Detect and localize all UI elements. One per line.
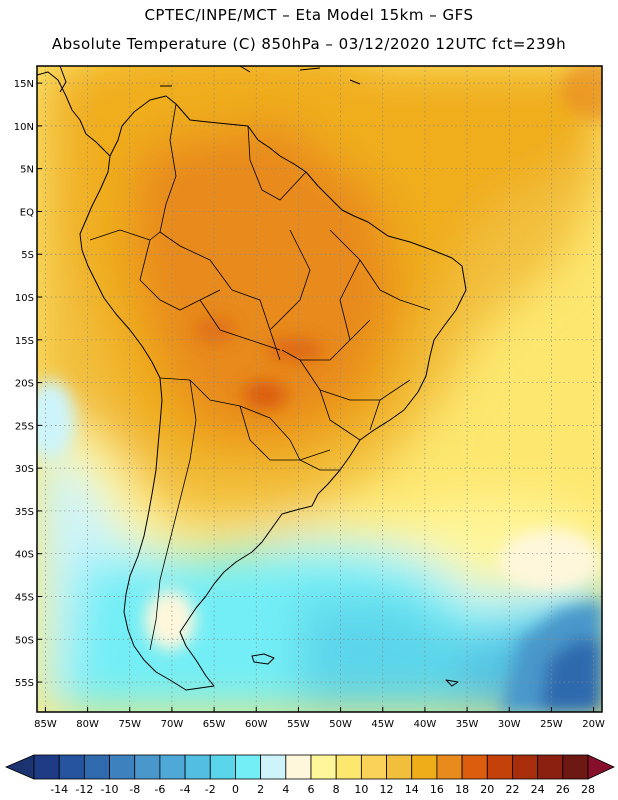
colorbar-label: 12 <box>380 783 394 796</box>
colorbar-cap-high <box>587 754 615 780</box>
colorbar-swatch <box>134 754 161 780</box>
colorbar-swatch <box>310 754 337 780</box>
lon-label: 75W <box>118 719 141 730</box>
lon-label: 25W <box>540 719 563 730</box>
colorbar-cap-low <box>4 754 35 780</box>
colorbar-label: 4 <box>282 783 289 796</box>
colorbar-swatch <box>83 754 110 780</box>
lat-label: 10N <box>14 122 34 133</box>
colorbar-label: 14 <box>405 783 419 796</box>
colorbar-label: 10 <box>354 783 368 796</box>
colorbar-swatch <box>58 754 85 780</box>
colorbar-label: 22 <box>505 783 519 796</box>
colorbar-label: -8 <box>129 783 140 796</box>
colorbar-swatch <box>461 754 488 780</box>
colorbar-label: 28 <box>581 783 595 796</box>
colorbar-swatch <box>486 754 513 780</box>
colorbar-label: -2 <box>205 783 216 796</box>
colorbar-label: 18 <box>455 783 469 796</box>
graticule <box>37 66 602 712</box>
lon-label: 70W <box>161 719 184 730</box>
colorbar-swatch <box>562 754 589 780</box>
colorbar-label: 2 <box>257 783 264 796</box>
colorbar-swatch <box>512 754 539 780</box>
colorbar-label: 8 <box>333 783 340 796</box>
colorbar-swatch <box>411 754 438 780</box>
lon-label: 50W <box>329 719 352 730</box>
colorbar-swatch <box>33 754 60 780</box>
colorbar-label: 24 <box>531 783 545 796</box>
colorbar-swatch <box>537 754 564 780</box>
lon-label: 85W <box>34 719 57 730</box>
lat-label: 15S <box>15 336 34 347</box>
colorbar-label: 0 <box>232 783 239 796</box>
colorbar-label: -12 <box>75 783 93 796</box>
lon-label: 80W <box>76 719 99 730</box>
country-borders <box>89 103 431 651</box>
colorbar-swatch <box>109 754 136 780</box>
lat-label: 50S <box>15 635 34 646</box>
lat-label: 30S <box>15 464 34 475</box>
colorbar-label: -6 <box>154 783 165 796</box>
lat-label: 45S <box>15 592 34 603</box>
colorbar-label: 6 <box>308 783 315 796</box>
color-scale <box>4 754 615 780</box>
lat-label: 5N <box>20 165 34 176</box>
color-scale-labels: -14 -12 -10 -8 -6 -4 -2 0 2 4 6 8 10 12 14 16 18 20 22 24 26… <box>50 783 595 796</box>
colorbar-swatch <box>260 754 287 780</box>
colorbar-swatch <box>360 754 387 780</box>
lon-label: 35W <box>456 719 479 730</box>
lat-label: 40S <box>15 550 34 561</box>
colorbar-swatch <box>335 754 362 780</box>
lon-label: 40W <box>414 719 437 730</box>
colorbar-swatch <box>209 754 236 780</box>
lon-label: 65W <box>203 719 226 730</box>
colorbar-swatch <box>235 754 262 780</box>
colorbar-label: -14 <box>50 783 68 796</box>
colorbar-label: 16 <box>430 783 444 796</box>
colorbar-label: -10 <box>101 783 119 796</box>
lat-label: EQ <box>20 207 34 218</box>
lat-label: 20S <box>15 379 34 390</box>
lon-label: 45W <box>371 719 394 730</box>
colorbar-label: 20 <box>480 783 494 796</box>
lat-label: 5S <box>21 250 34 261</box>
lat-label: 15N <box>14 79 34 90</box>
lat-label: 35S <box>15 507 34 518</box>
lon-label: 30W <box>498 719 521 730</box>
chart-subtitle: Absolute Temperature (C) 850hPa – 03/12/… <box>51 35 567 53</box>
lon-label: 60W <box>245 719 268 730</box>
latitude-labels: 15N 10N 5N EQ 5S 10S 15S 20S 25S 30S 35S 40S 45S 50S 5… <box>14 79 34 689</box>
colorbar-label: 26 <box>556 783 570 796</box>
lon-label: 55W <box>287 719 310 730</box>
temperature-field <box>37 66 602 712</box>
lon-label: 20W <box>582 719 605 730</box>
lat-label: 10S <box>15 293 34 304</box>
colorbar-swatch <box>184 754 211 780</box>
chart-title: CPTEC/INPE/MCT – Eta Model 15km – GFS <box>144 6 474 24</box>
map-frame <box>36 65 603 713</box>
colorbar-swatch <box>386 754 413 780</box>
colorbar-swatch <box>159 754 186 780</box>
lat-label: 25S <box>15 421 34 432</box>
longitude-labels: 85W 80W 75W 70W 65W 60W 55W 50W 45W 40W 35W 30W 25W 2… <box>34 719 605 730</box>
lat-label: 55S <box>15 678 34 689</box>
colorbar-label: -4 <box>180 783 191 796</box>
colorbar-swatch <box>285 754 312 780</box>
colorbar-swatch <box>436 754 463 780</box>
